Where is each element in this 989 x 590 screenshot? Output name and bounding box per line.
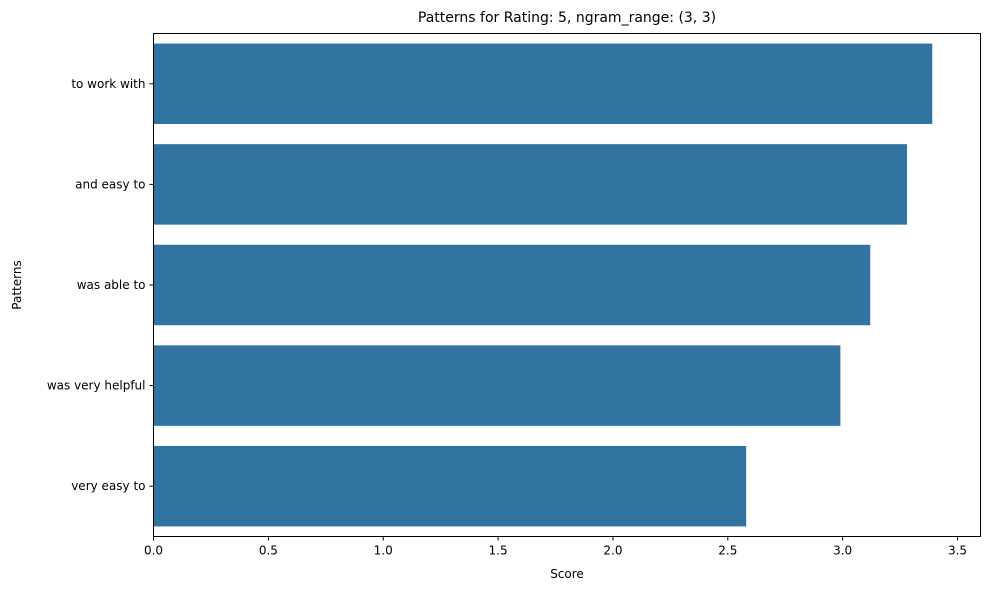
bar-0: [153, 43, 933, 125]
chart-title: Patterns for Rating: 5, ngram_range: (3,…: [418, 10, 716, 26]
x-axis-label: Score: [550, 567, 584, 581]
y-axis-label: Patterns: [10, 260, 24, 309]
bar-3: [153, 345, 841, 426]
bars-group: [153, 43, 933, 527]
x-axis-ticks: 0.0 0.5 1.0 1.5 2.0 2.5 3.0 3.5: [144, 536, 967, 558]
x-tick-label: 3.5: [948, 544, 967, 558]
y-axis-ticks: to work with and easy to was able to was ve…: [47, 77, 154, 493]
x-tick-label: 1.5: [489, 544, 508, 558]
y-tick-label: was able to: [77, 278, 146, 292]
x-tick-label: 0.5: [259, 544, 278, 558]
y-tick-label: very easy to: [71, 479, 145, 493]
y-tick-label: was very helpful: [47, 379, 146, 393]
bar-2: [153, 244, 871, 326]
bar-4: [153, 445, 747, 527]
x-tick-label: 0.0: [144, 544, 163, 558]
x-tick-label: 2.0: [603, 544, 622, 558]
y-tick-label: to work with: [71, 77, 145, 91]
x-tick-label: 3.0: [833, 544, 852, 558]
y-tick-label: and easy to: [75, 177, 145, 191]
bar-1: [153, 144, 907, 225]
x-tick-label: 1.0: [374, 544, 393, 558]
x-tick-label: 2.5: [718, 544, 737, 558]
plot-frame: [153, 33, 981, 537]
